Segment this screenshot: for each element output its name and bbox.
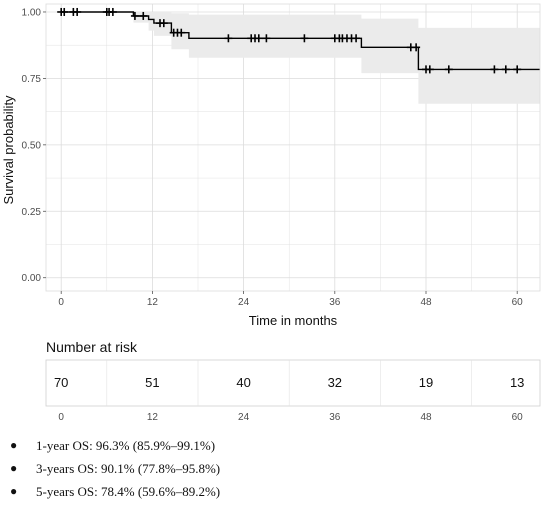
x-tick-label: 48 — [420, 297, 432, 308]
bullet-icon: ● — [10, 484, 18, 498]
censor-mark — [501, 65, 510, 74]
censor-mark — [513, 65, 522, 74]
plot-border — [45, 3, 541, 292]
survival-summary-list: ● 1-year OS: 96.3% (85.9%–99.1%) ● 3-yea… — [8, 434, 220, 503]
censor-mark — [412, 43, 421, 52]
censor-marks — [57, 7, 522, 74]
risk-count: 32 — [328, 375, 342, 390]
y-tick-label: 1.00 — [22, 7, 42, 18]
x-axis-title: Time in months — [249, 313, 338, 328]
x-tick-label: 24 — [238, 297, 250, 308]
y-axis-ticks: 0.00 0.25 0.50 0.75 1.00 — [22, 7, 46, 284]
x-tick-label: 0 — [58, 297, 64, 308]
censor-mark — [444, 65, 453, 74]
km-figure: 0.00 0.25 0.50 0.75 1.00 0 12 24 36 48 60 Time in… — [1, 3, 541, 423]
censor-mark — [177, 28, 186, 37]
risk-count: 70 — [54, 375, 68, 390]
risk-count: 40 — [236, 375, 250, 390]
risk-time-label: 60 — [512, 412, 524, 423]
bullet-icon: ● — [10, 461, 18, 475]
list-item: ● 3-years OS: 90.1% (77.8%–95.8%) — [8, 457, 220, 480]
x-axis-ticks: 0 12 24 36 48 60 — [58, 291, 523, 308]
risk-table-title: Number at risk — [46, 339, 138, 355]
risk-time-label: 24 — [238, 412, 250, 423]
censor-mark — [352, 34, 361, 43]
risk-table-time-ticks: 0 12 24 36 48 60 — [58, 412, 523, 423]
risk-table-counts: 70 51 40 32 19 13 — [54, 375, 524, 390]
risk-time-label: 0 — [58, 412, 64, 423]
y-tick-label: 0.00 — [22, 273, 42, 284]
x-tick-label: 36 — [329, 297, 341, 308]
note-five-year-os: 5-years OS: 78.4% (59.6%–89.2%) — [36, 484, 221, 499]
bullet-icon: ● — [10, 438, 18, 452]
risk-time-label: 48 — [420, 412, 432, 423]
x-tick-label: 60 — [512, 297, 524, 308]
censor-mark — [425, 65, 434, 74]
censor-mark — [139, 11, 148, 20]
censor-mark — [262, 34, 271, 43]
censor-mark — [60, 7, 69, 16]
risk-table: Number at risk 70 51 40 32 19 13 0 12 24 36 48 60 — [45, 339, 541, 423]
censor-mark — [108, 7, 117, 16]
risk-table-gridlines — [106, 360, 472, 406]
censor-mark — [490, 65, 499, 74]
note-one-year-os: 1-year OS: 96.3% (85.9%–99.1%) — [36, 438, 216, 453]
censor-mark — [73, 7, 82, 16]
list-item: ● 1-year OS: 96.3% (85.9%–99.1%) — [8, 434, 220, 457]
risk-count: 19 — [419, 375, 433, 390]
plot-panel — [45, 3, 541, 292]
risk-time-label: 36 — [329, 412, 341, 423]
y-tick-label: 0.75 — [22, 74, 42, 85]
x-tick-label: 12 — [147, 297, 159, 308]
risk-time-label: 12 — [147, 412, 159, 423]
censor-mark — [300, 34, 309, 43]
censor-mark — [254, 34, 263, 43]
list-item: ● 5-years OS: 78.4% (59.6%–89.2%) — [8, 480, 220, 503]
y-tick-label: 0.25 — [22, 207, 42, 218]
note-three-year-os: 3-years OS: 90.1% (77.8%–95.8%) — [36, 461, 221, 476]
risk-table-panel — [45, 359, 541, 407]
y-axis-title: Survival probability — [1, 95, 16, 205]
risk-count: 51 — [145, 375, 159, 390]
censor-mark — [130, 11, 139, 20]
y-tick-label: 0.50 — [22, 140, 42, 151]
risk-count: 13 — [510, 375, 524, 390]
censor-mark — [224, 34, 233, 43]
censor-mark — [159, 19, 168, 28]
